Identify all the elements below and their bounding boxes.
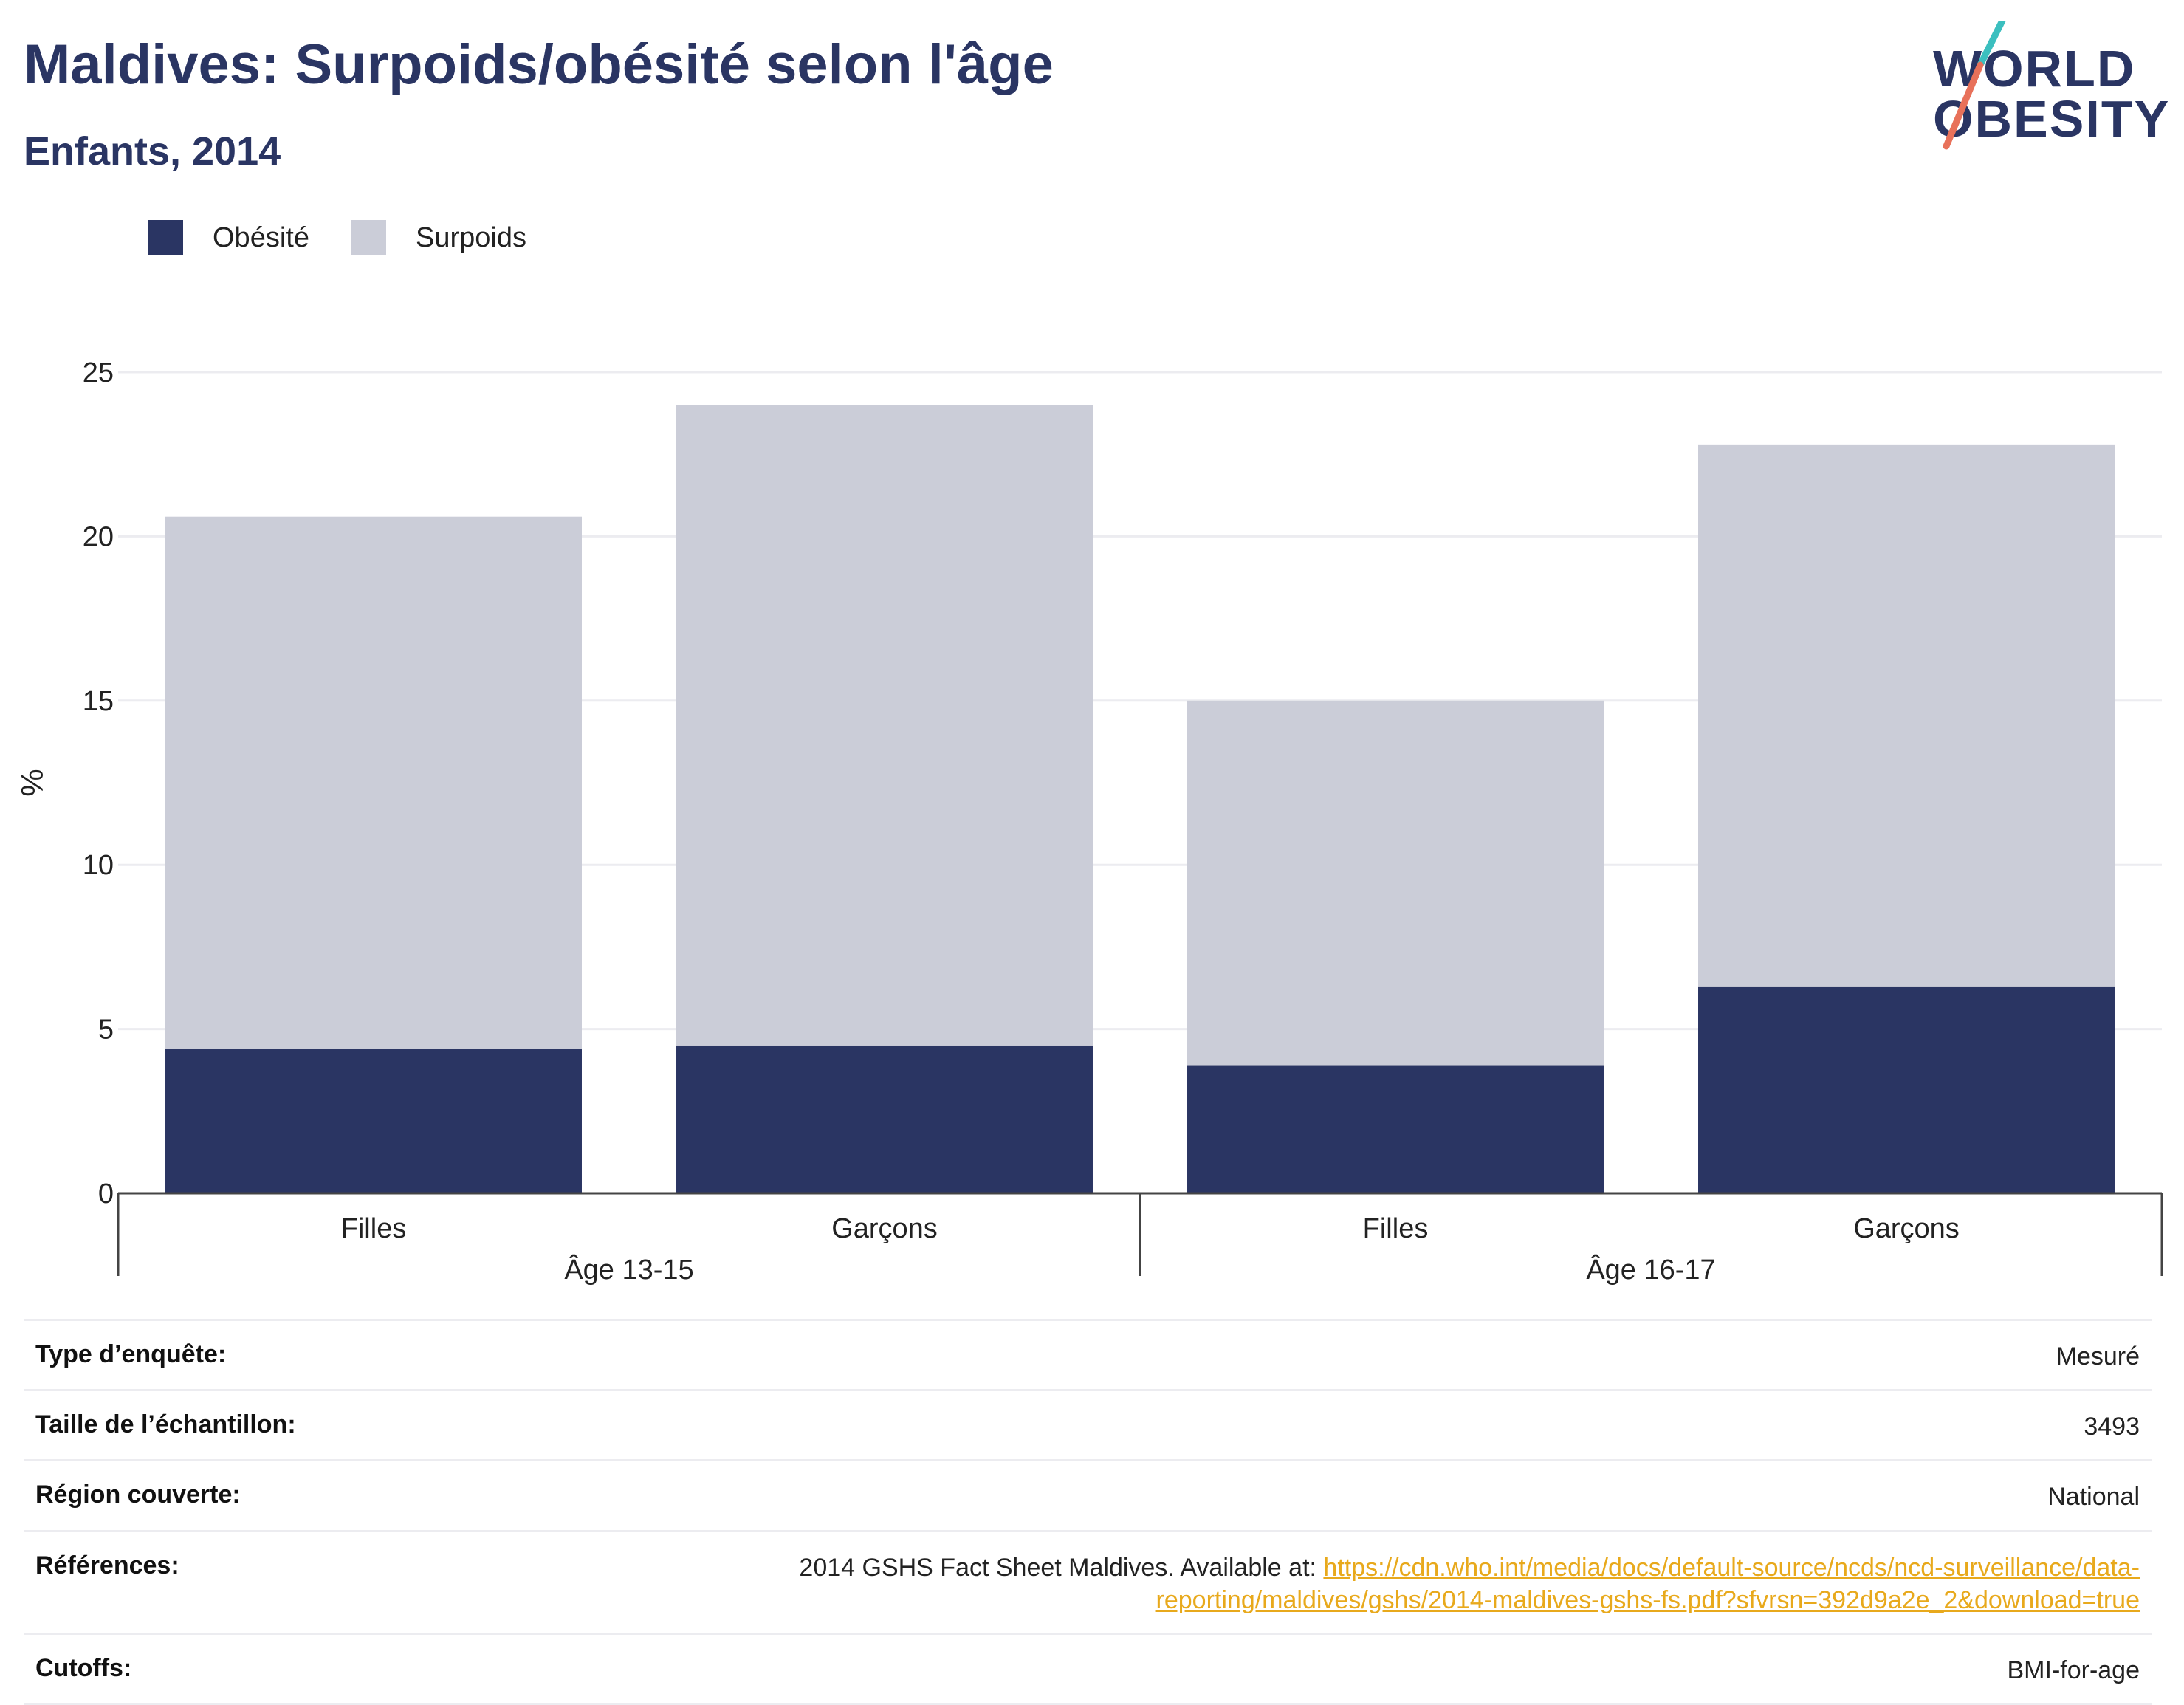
- info-row-region: Région couverte: National: [24, 1459, 2152, 1529]
- x-group-label: Âge 16-17: [1586, 1254, 1715, 1286]
- y-axis-title: %: [15, 769, 49, 796]
- world-obesity-logo: WORLD OBESITY: [1920, 21, 2171, 161]
- bar-obesity: [165, 1049, 582, 1193]
- y-tick-label: 25: [83, 357, 114, 388]
- reference-link[interactable]: https://cdn.who.int/media/docs/default-s…: [1155, 1553, 2140, 1614]
- info-key: Type d’enquête:: [35, 1340, 227, 1368]
- info-key: Références:: [35, 1551, 179, 1579]
- info-value: 3493: [2084, 1413, 2140, 1441]
- legend-swatch-obesity: [148, 220, 183, 255]
- info-key: Taille de l’échantillon:: [35, 1410, 296, 1439]
- chart-subtitle: Enfants, 2014: [24, 129, 281, 174]
- logo-slash-icon: [1943, 21, 2006, 150]
- x-category-label: Filles: [1363, 1213, 1429, 1244]
- info-key: Région couverte:: [35, 1481, 241, 1509]
- logo-text-obesity: OBESITY: [1933, 90, 2171, 148]
- info-value: Mesuré: [2056, 1342, 2140, 1370]
- info-row-references: Références: 2014 GSHS Fact Sheet Maldive…: [24, 1529, 2152, 1633]
- legend-swatch-overweight: [350, 220, 386, 255]
- chart-legend: Obésité Surpoids: [148, 220, 568, 255]
- survey-info-table: Type d’enquête: Mesuré Taille de l’échan…: [24, 1319, 2152, 1705]
- info-row-cutoffs: Cutoffs: BMI-for-age: [24, 1632, 2152, 1705]
- y-tick-label: 10: [83, 850, 114, 881]
- x-category-label: Filles: [341, 1213, 407, 1244]
- bar-overweight: [1187, 700, 1604, 1066]
- logo-text-world: WORLD: [1933, 40, 2136, 97]
- x-category-label: Garçons: [1853, 1213, 1960, 1244]
- y-tick-label: 15: [83, 686, 114, 717]
- bar-overweight: [676, 405, 1093, 1046]
- reference-text: 2014 GSHS Fact Sheet Maldives. Available…: [799, 1553, 1324, 1582]
- legend-item-overweight: Surpoids: [350, 220, 526, 255]
- bar-obesity: [676, 1045, 1093, 1193]
- info-value: BMI-for-age: [2007, 1656, 2140, 1684]
- x-category-label: Garçons: [831, 1213, 938, 1244]
- legend-label-overweight: Surpoids: [415, 222, 526, 253]
- legend-item-obesity: Obésité: [148, 220, 309, 255]
- y-tick-label: 0: [98, 1179, 114, 1210]
- legend-label-obesity: Obésité: [213, 222, 309, 253]
- info-key: Cutoffs:: [35, 1653, 132, 1682]
- bar-obesity: [1187, 1065, 1604, 1193]
- bar-overweight: [1698, 444, 2115, 987]
- info-value: National: [2047, 1483, 2140, 1512]
- y-tick-label: 20: [83, 521, 114, 552]
- y-tick-label: 5: [98, 1015, 114, 1046]
- info-row-sample-size: Taille de l’échantillon: 3493: [24, 1389, 2152, 1459]
- info-value-reference: 2014 GSHS Fact Sheet Maldives. Available…: [700, 1551, 2140, 1616]
- x-group-label: Âge 13-15: [564, 1254, 693, 1286]
- bar-obesity: [1698, 986, 2115, 1193]
- bar-overweight: [165, 516, 582, 1049]
- stacked-bar-chart: 0 5 10 15 20 25% Filles Garçons Filles Garçons Âge…: [15, 357, 2163, 1286]
- chart-title: Maldives: Surpoids/obésité selon l'âge: [24, 33, 1054, 96]
- info-row-survey-type: Type d’enquête: Mesuré: [24, 1319, 2152, 1389]
